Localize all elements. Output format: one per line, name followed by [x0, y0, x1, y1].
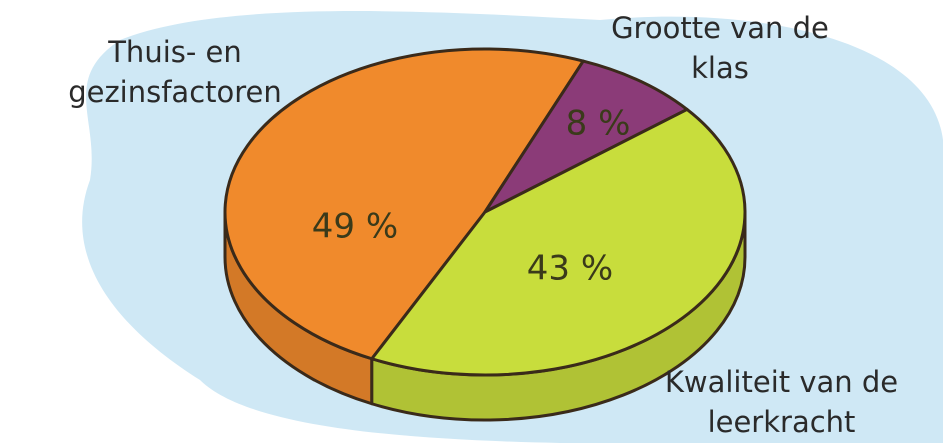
value-label: 49 %: [312, 207, 398, 247]
pie: 49 % 8 % 43 %: [223, 47, 747, 422]
pie-slice: [483, 59, 689, 214]
pie-slice: [223, 47, 585, 361]
category-label: Thuis- en gezinsfactoren: [68, 35, 282, 109]
value-label: 43 %: [527, 249, 613, 289]
category-label: Grootte van de klas: [611, 11, 829, 85]
pie-slice: [370, 107, 747, 377]
category-label: Kwaliteit van de leerkracht: [664, 365, 899, 439]
value-label: 8 %: [566, 104, 631, 144]
